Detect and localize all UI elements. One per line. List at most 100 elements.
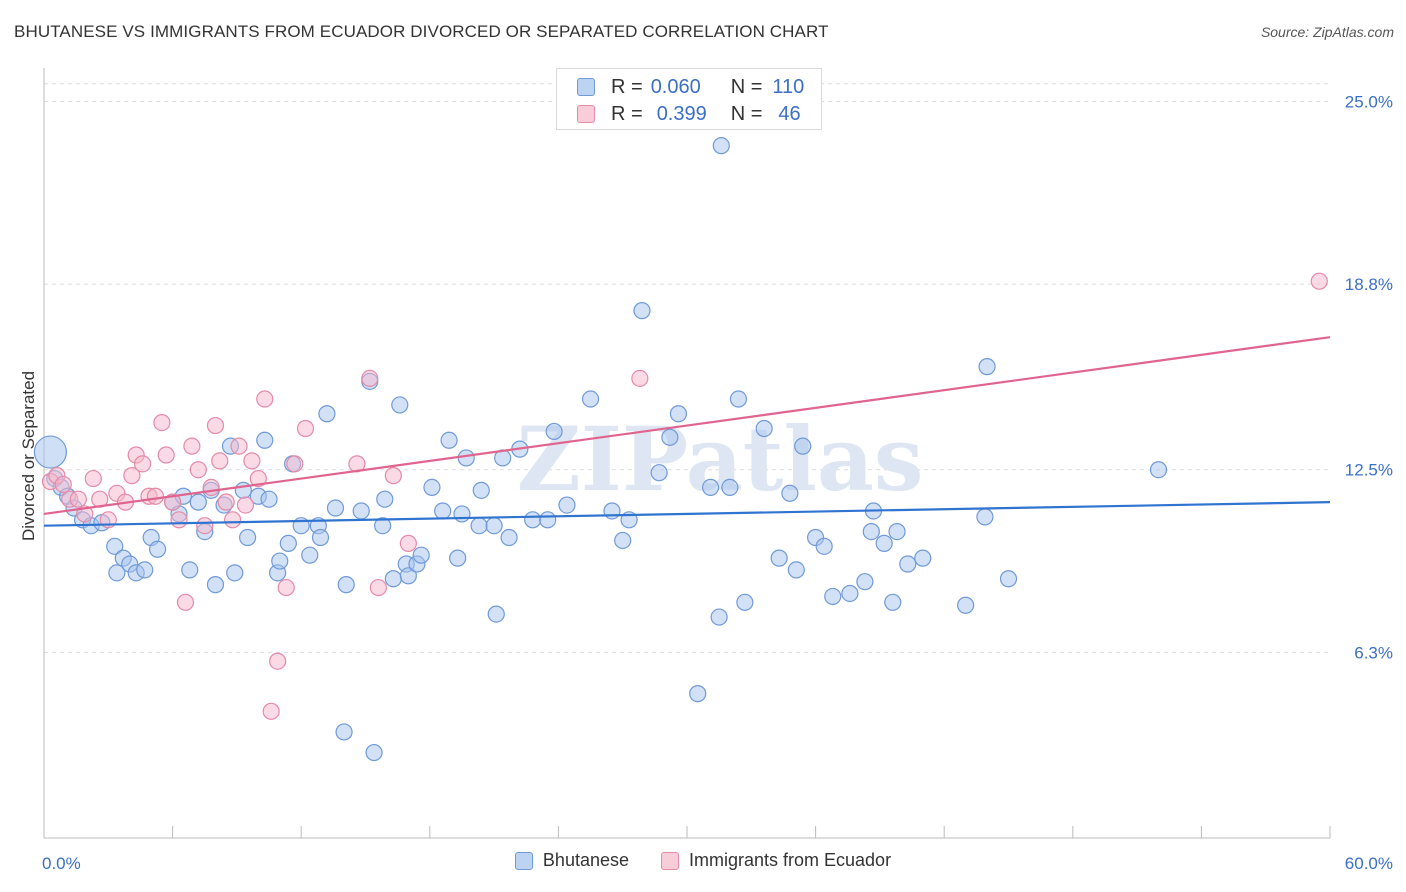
data-point [434,502,452,520]
data-point [1310,272,1328,290]
data-point [189,493,207,511]
stats-swatch-bhutanese [577,78,595,96]
data-point [500,528,518,547]
data-point [794,437,812,455]
data-point [271,552,289,570]
stats-legend: R = 0.060 N = 110 R = 0.399 N = 46 [556,68,822,130]
data-point [153,413,171,432]
data-point [365,743,383,762]
stats-r-value: 0.060 [650,75,701,98]
data-point [736,593,754,611]
legend-item-ecuador[interactable]: Immigrants from Ecuador [661,850,891,871]
stats-r-value: 0.399 [656,102,707,125]
data-point [226,564,244,582]
data-point [914,549,932,567]
data-point [399,534,417,552]
data-point [957,596,975,614]
trend-line [43,501,1331,527]
data-point [157,446,175,464]
watermark: ZIPatlas [517,407,924,511]
data-point [701,478,720,497]
stats-r-label: R = [611,75,643,98]
data-point [841,584,859,603]
data-point [269,652,287,670]
source-label: Source: ZipAtlas.com [1260,24,1394,40]
data-point [106,537,124,555]
data-point [729,390,748,408]
data-point [485,517,503,535]
data-point [884,593,902,611]
legend-label-bhutanese: Bhutanese [542,850,629,870]
y-tick-label: 6.3% [1354,643,1393,662]
data-point [669,405,688,423]
data-point [260,490,278,508]
data-point [262,702,280,720]
data-point [181,561,199,579]
data-point [899,555,917,573]
data-point [369,578,387,597]
x-tick-label: 60.0% [1345,854,1393,873]
data-point [361,369,379,387]
data-point [311,528,330,547]
data-point [856,573,874,591]
data-point [524,511,542,529]
data-point [712,137,730,155]
data-point [787,561,805,579]
data-point [170,511,188,529]
data-point [661,428,679,446]
data-point [33,435,68,469]
data-point [69,490,87,508]
stats-r-label: R = [611,102,643,125]
data-point [318,405,336,423]
data-point [189,461,207,479]
legend-item-bhutanese[interactable]: Bhutanese [514,850,629,871]
data-point [650,464,668,482]
data-point [457,449,475,467]
data-point [243,452,261,470]
data-point [631,369,649,387]
data-point [440,431,458,449]
data-point [335,723,353,741]
chart-title: BHUTANESE VS IMMIGRANTS FROM ECUADOR DIV… [14,22,829,41]
data-point [239,528,257,547]
data-point [236,496,255,514]
data-point [54,475,72,494]
data-point [108,564,126,582]
y-axis-label: Divorced or Separated [19,371,38,541]
data-point [888,522,906,541]
stats-row-ecuador: R = 0.399 N = 46 [577,101,801,127]
data-point [230,437,248,455]
data-point [862,522,880,541]
data-point [423,478,441,497]
y-tick-label: 18.8% [1345,275,1393,294]
data-point [183,437,201,455]
series-immigrants-from-ecuador [41,272,1328,720]
tick-labels: 6.3% 12.5% 18.8% 25.0% 0.0% 60.0% [42,92,1393,873]
data-point [148,540,167,558]
data-point [133,455,152,473]
data-point [206,416,225,435]
data-point [123,467,141,485]
data-point [337,576,355,594]
data-point [164,493,182,511]
data-point [689,685,707,703]
data-point [277,578,295,597]
data-point [352,502,370,520]
data-point [875,534,893,552]
data-point [279,534,297,552]
data-point [249,469,267,488]
stats-n-label: N = [730,102,763,125]
data-point [296,419,315,438]
data-point [721,478,739,497]
stats-n-value: 46 [778,102,801,125]
data-point [399,567,417,585]
data-point [202,478,220,497]
data-point [136,561,154,579]
data-point [633,302,651,320]
legend-swatch-bhutanese [514,851,533,870]
stats-swatch-ecuador [577,105,595,123]
data-point [1149,461,1168,479]
data-point [815,537,833,555]
data-point [581,390,600,408]
